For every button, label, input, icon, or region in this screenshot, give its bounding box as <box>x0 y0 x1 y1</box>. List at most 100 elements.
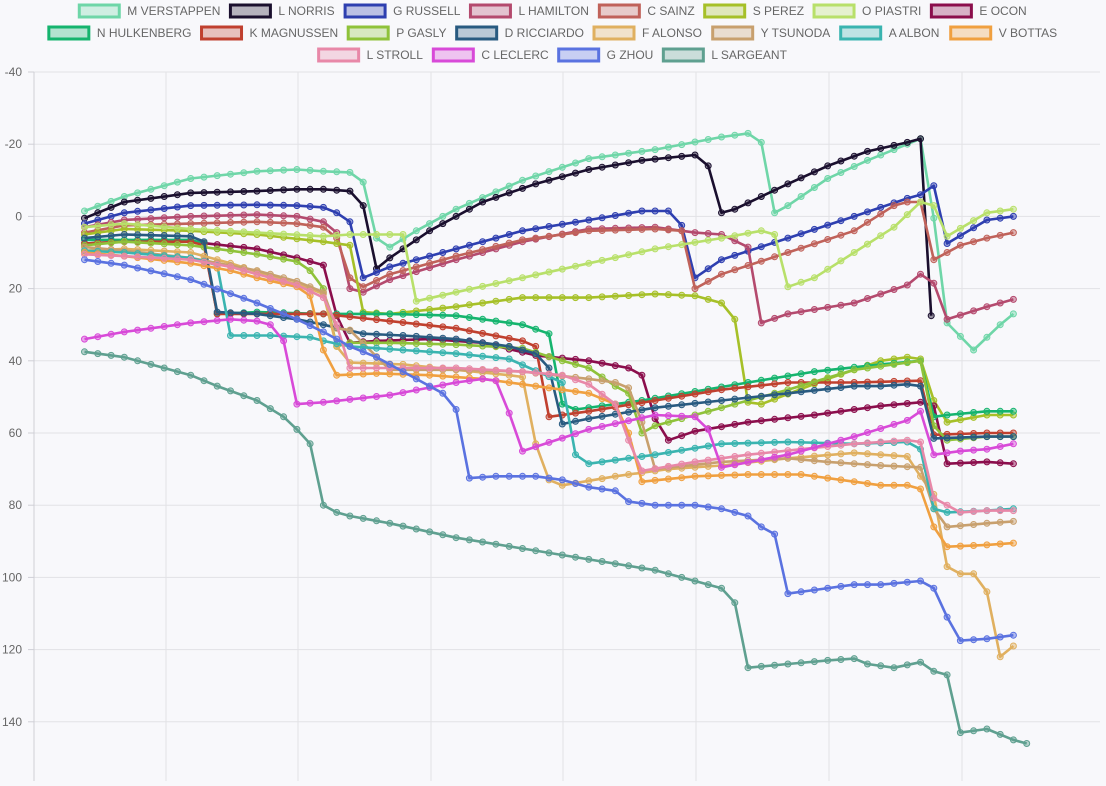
data-point[interactable] <box>678 460 686 468</box>
data-point[interactable] <box>240 316 248 324</box>
data-point[interactable] <box>890 452 898 460</box>
data-point[interactable] <box>704 388 712 396</box>
data-point[interactable] <box>293 333 301 341</box>
data-point[interactable] <box>678 291 686 299</box>
data-point[interactable] <box>519 447 526 455</box>
data-point[interactable] <box>280 230 288 238</box>
data-point[interactable] <box>930 505 938 513</box>
data-point[interactable] <box>850 460 858 468</box>
data-point[interactable] <box>479 352 487 360</box>
data-point[interactable] <box>346 231 354 238</box>
data-point[interactable] <box>346 342 354 350</box>
data-point[interactable] <box>638 156 646 164</box>
data-point[interactable] <box>558 386 566 394</box>
data-point[interactable] <box>359 394 367 402</box>
data-point[interactable] <box>319 185 327 193</box>
data-point[interactable] <box>651 422 659 430</box>
data-point[interactable] <box>638 414 646 422</box>
data-point[interactable] <box>797 174 805 182</box>
data-point[interactable] <box>280 219 288 227</box>
data-point[interactable] <box>824 303 832 311</box>
data-point[interactable] <box>824 265 832 273</box>
data-point[interactable] <box>465 474 473 482</box>
data-point[interactable] <box>386 331 394 339</box>
data-point[interactable] <box>545 176 553 184</box>
data-point[interactable] <box>505 379 513 386</box>
data-point[interactable] <box>293 281 301 289</box>
data-point[interactable] <box>625 292 633 299</box>
data-point[interactable] <box>558 163 566 171</box>
data-point[interactable] <box>134 264 142 272</box>
data-point[interactable] <box>173 213 181 221</box>
data-point[interactable] <box>625 417 633 425</box>
data-point[interactable] <box>996 299 1004 307</box>
data-point[interactable] <box>240 267 248 275</box>
data-point[interactable] <box>903 353 911 361</box>
data-point[interactable] <box>293 166 301 173</box>
data-point[interactable] <box>585 166 593 173</box>
data-point[interactable] <box>903 453 911 460</box>
data-point[interactable] <box>479 473 487 481</box>
data-point[interactable] <box>930 584 938 592</box>
data-point[interactable] <box>651 566 659 574</box>
data-point[interactable] <box>572 229 579 237</box>
data-point[interactable] <box>545 364 553 372</box>
data-point[interactable] <box>1009 205 1017 213</box>
data-point[interactable] <box>134 196 142 204</box>
data-point[interactable] <box>864 461 871 469</box>
data-point[interactable] <box>757 376 765 384</box>
data-point[interactable] <box>240 188 248 195</box>
data-point[interactable] <box>81 223 88 231</box>
data-point[interactable] <box>359 283 367 291</box>
data-point[interactable] <box>864 218 871 226</box>
data-point[interactable] <box>107 232 115 240</box>
data-point[interactable] <box>864 156 871 164</box>
data-point[interactable] <box>253 245 261 253</box>
data-point[interactable] <box>771 374 779 382</box>
data-point[interactable] <box>532 271 540 279</box>
data-point[interactable] <box>598 214 606 222</box>
data-point[interactable] <box>625 159 633 167</box>
data-point[interactable] <box>1009 229 1017 237</box>
data-point[interactable] <box>346 274 354 282</box>
data-point[interactable] <box>864 450 871 458</box>
data-point[interactable] <box>890 360 898 368</box>
data-point[interactable] <box>797 447 805 455</box>
data-point[interactable] <box>664 143 672 151</box>
data-point[interactable] <box>120 252 128 260</box>
data-point[interactable] <box>678 141 686 149</box>
data-point[interactable] <box>744 418 752 426</box>
data-point[interactable] <box>253 310 261 318</box>
data-point[interactable] <box>757 456 765 464</box>
data-point[interactable] <box>160 232 168 239</box>
data-point[interactable] <box>187 212 195 220</box>
data-point[interactable] <box>864 364 871 372</box>
data-point[interactable] <box>651 411 659 419</box>
data-point[interactable] <box>160 193 168 200</box>
data-point[interactable] <box>1023 740 1031 747</box>
data-point[interactable] <box>877 451 885 459</box>
data-point[interactable] <box>558 357 566 365</box>
data-point[interactable] <box>585 425 593 433</box>
data-point[interactable] <box>691 458 699 466</box>
data-point[interactable] <box>399 267 407 275</box>
data-point[interactable] <box>718 584 725 592</box>
data-point[interactable] <box>903 211 911 219</box>
data-point[interactable] <box>545 384 553 392</box>
data-point[interactable] <box>943 508 951 516</box>
data-point[interactable] <box>505 334 513 342</box>
data-point[interactable] <box>81 207 88 215</box>
data-point[interactable] <box>147 194 155 202</box>
data-point[interactable] <box>532 472 540 480</box>
data-point[interactable] <box>704 136 712 143</box>
data-point[interactable] <box>996 730 1004 738</box>
data-point[interactable] <box>187 319 195 327</box>
data-point[interactable] <box>399 339 407 347</box>
data-point[interactable] <box>147 254 155 262</box>
data-point[interactable] <box>505 295 513 303</box>
data-point[interactable] <box>784 451 792 459</box>
legend-item[interactable]: E OCON <box>929 3 1027 19</box>
data-point[interactable] <box>94 258 102 265</box>
data-point[interactable] <box>346 512 354 520</box>
data-point[interactable] <box>426 294 434 302</box>
